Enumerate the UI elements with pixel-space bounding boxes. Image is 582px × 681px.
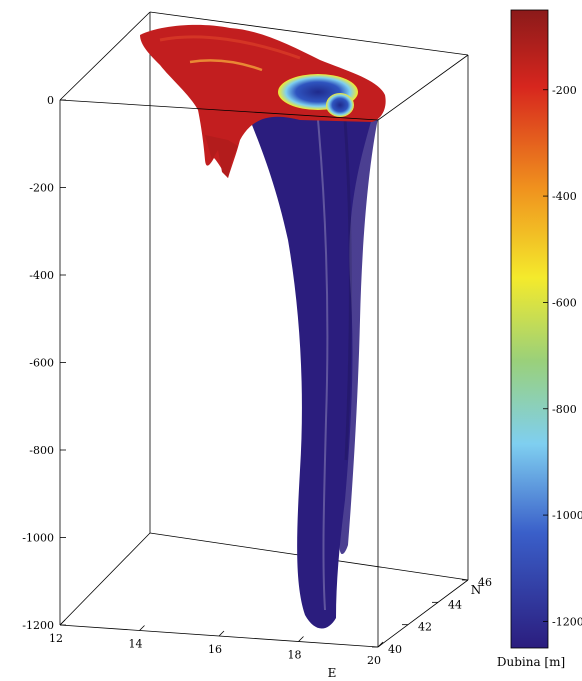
z-tick-label: -1200 (22, 619, 54, 632)
n-axis-label: N (471, 583, 482, 597)
z-tick-label: -600 (29, 357, 54, 370)
n-tick-label: 44 (448, 598, 462, 611)
colorbar-ticks: -200 -400 -600 -800 -1000 -1200 (543, 84, 582, 628)
z-axis: 0 -200 -400 -600 -800 -1000 -1200 (22, 94, 66, 632)
colorbar-label: Dubina [m] (497, 655, 565, 669)
z-tick-label: -200 (29, 182, 54, 195)
e-tick-label: 20 (367, 654, 381, 667)
e-tick-label: 14 (129, 638, 143, 651)
shelf-highlight (159, 35, 301, 60)
e-tick-label: 18 (288, 649, 302, 662)
colorbar: -200 -400 -600 -800 -1000 -1200 Dubina [m] (497, 9, 582, 669)
colorbar-tick-label: -200 (552, 84, 577, 97)
depression-pool-2 (326, 93, 354, 117)
e-tick-mark (59, 619, 66, 626)
trough-east-lobe (325, 115, 378, 555)
colorbar-tick-label: -600 (552, 296, 577, 309)
n-tick-label: 42 (418, 621, 432, 634)
e-axis-label: E (328, 666, 337, 680)
n-tick-label: 46 (478, 576, 492, 589)
e-tick-mark (377, 641, 384, 648)
e-tick-mark (298, 636, 304, 642)
e-tick-mark (139, 625, 145, 631)
z-tick-label: -800 (29, 444, 54, 457)
colorbar-tick-label: -800 (552, 403, 577, 416)
trough-surface (248, 115, 372, 629)
shelf-ridge (189, 59, 263, 72)
shelf-surface (140, 24, 386, 178)
colorbar-tick-label: -400 (552, 190, 577, 203)
z-tick-label: 0 (47, 94, 54, 107)
colorbar-tick-label: -1000 (552, 509, 582, 522)
n-tick-label: 40 (388, 643, 402, 656)
colorbar-gradient (510, 9, 549, 649)
e-tick-mark (218, 630, 225, 637)
e-tick-label: 16 (208, 643, 222, 656)
colorbar-tick-label: -1200 (552, 615, 582, 628)
ridge-highlight (317, 119, 329, 611)
e-axis: 12 14 16 18 20 (49, 619, 384, 667)
z-tick-label: -400 (29, 269, 54, 282)
n-axis: 40 42 44 46 (372, 576, 492, 656)
e-tick-label: 12 (49, 632, 63, 645)
shelf-fragment (205, 135, 238, 178)
ridge-shadow (343, 119, 352, 461)
bathymetry-surface (140, 24, 386, 629)
box-back-frame (59, 11, 469, 626)
z-tick-label: -1000 (22, 532, 54, 545)
